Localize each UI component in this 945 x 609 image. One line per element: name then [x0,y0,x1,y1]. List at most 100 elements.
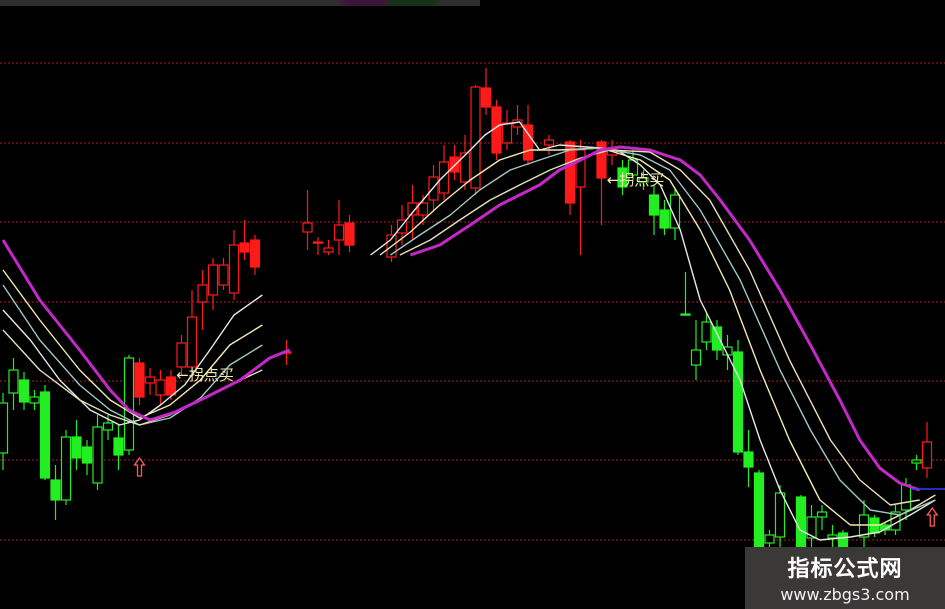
candle [659,200,670,235]
candle-body [753,472,765,548]
candle [480,68,492,115]
candle [764,530,775,547]
moving-average-lines [1,121,936,541]
candle [638,170,649,190]
moving-average-line [370,121,936,541]
candle [8,358,19,410]
candle [690,320,702,380]
candle [617,160,628,195]
candle [29,390,40,410]
candle [711,320,723,360]
candle [722,335,733,370]
candle-body [617,167,628,188]
buy-signal-label: ←拐点买 [176,366,234,384]
watermark-title: 指标公式网 [787,557,903,582]
candle [71,420,82,470]
candle-body [344,222,355,246]
moving-average-line [409,145,921,492]
up-arrow-icon [133,456,146,477]
candle [165,370,177,400]
candle [81,440,93,475]
candle [144,368,156,395]
moving-average-line [390,147,936,516]
candle-body [417,202,429,216]
annotations: ←拐点买 ←拐点买 [133,171,945,527]
candle-body [659,209,670,229]
candle-body [0,402,9,454]
candle-body [522,124,534,161]
candle [648,185,660,235]
candle [218,258,229,290]
candle [596,140,607,225]
candle [921,422,933,478]
candle-body [81,446,93,464]
candle-body [134,362,145,398]
candle-body [449,156,460,173]
candle-body [837,532,849,548]
candle-body [564,141,576,204]
indicator-header-strip [0,0,480,6]
candle [669,188,681,240]
candle-body [480,87,492,108]
candle [858,500,870,547]
candle [113,425,124,470]
candle-body [501,122,513,144]
candle-body [333,224,345,241]
candle [207,258,219,310]
candle [39,385,51,480]
candle-body [113,437,124,456]
candle-body [207,264,219,296]
candle [197,270,208,330]
candle-body [71,436,82,459]
candle-body [29,396,40,404]
candle-body [711,326,723,351]
candle-body [827,534,838,539]
candle [522,105,534,165]
candle-body [764,534,775,544]
candle-body [407,202,418,216]
candle-body [858,514,870,538]
candle-body [239,242,250,253]
candle-body [176,342,187,368]
candle [344,215,355,252]
candle [0,393,9,470]
candle-body [249,239,261,268]
candle [155,370,166,405]
candle [459,135,471,190]
candle-body [743,451,754,468]
candle [680,272,691,316]
candle-body [596,141,607,179]
candle-body [438,161,450,194]
candle-body [312,241,324,244]
moving-average-line [379,147,936,526]
candle-body [575,149,586,188]
candle [732,340,744,455]
candle-body [323,247,334,253]
up-arrow-icon [925,506,939,527]
candle-body [921,441,933,469]
candle-body [911,459,922,464]
candle [806,505,817,547]
candle [774,485,786,547]
candle [249,235,261,275]
candle [438,145,450,200]
candle [176,335,187,375]
candle [60,430,72,505]
candle-body [123,357,135,451]
candle [312,237,324,255]
candle-body [774,492,786,538]
candle-body [218,264,229,286]
candle-body [470,86,481,189]
candle-body [155,379,166,396]
candle [92,415,103,490]
candles [0,68,933,548]
candle-body [102,422,114,431]
candle-body [144,376,156,384]
candle [323,240,334,255]
candle [239,220,250,260]
candle-body [690,349,702,366]
candle-body [228,244,240,294]
candle-body [197,284,208,303]
candle-body [8,369,19,394]
candle-body [459,152,471,183]
